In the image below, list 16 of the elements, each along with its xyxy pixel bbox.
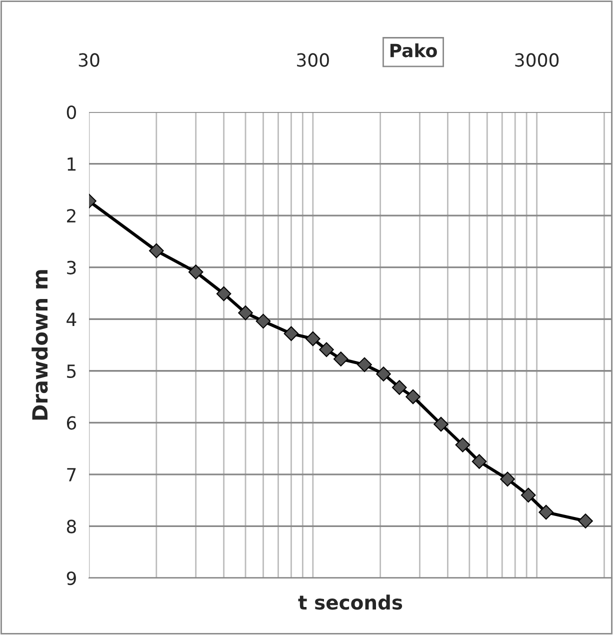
y-tick-label: 3 [67,260,76,274]
x-axis-title: t seconds [298,594,402,610]
chart-title: Pako [390,43,437,58]
y-tick-label: 2 [67,209,76,222]
y-tick-label: 4 [66,312,76,326]
x-tick-label: 300 [297,53,329,67]
x-tick-label: 3000 [515,53,559,67]
y-tick-label: 6 [66,416,76,430]
y-tick-label: 9 [66,571,76,586]
y-axis-title: Drawdown m [32,270,48,420]
y-tick-label: 5 [67,364,76,378]
y-tick-label: 1 [68,157,76,171]
y-tick-label: 7 [67,468,76,482]
x-tick-label: 30 [78,53,100,67]
y-tick-label: 0 [66,105,76,120]
y-tick-label: 8 [66,520,76,534]
